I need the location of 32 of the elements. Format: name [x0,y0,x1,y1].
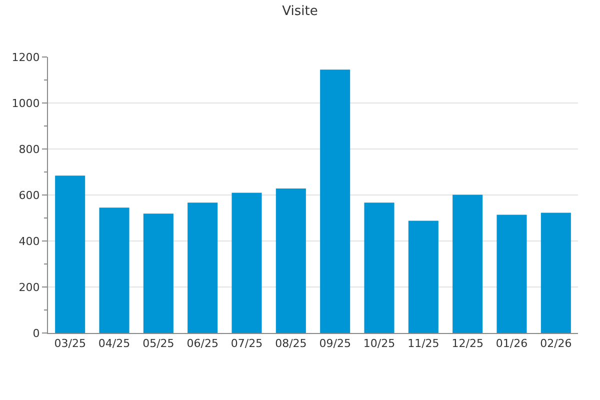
bar [320,70,350,333]
chart-title: Visite [282,4,318,20]
y-tick-label: 600 [18,188,40,202]
bar [496,214,527,333]
y-tick-label: 1200 [12,50,40,64]
x-tick-label: 02/26 [540,337,572,350]
bar [232,192,262,333]
bar [408,220,438,333]
x-tick-label: 05/25 [142,337,174,350]
x-tick-label: 04/25 [98,337,130,350]
x-tick-label: 07/25 [230,337,263,350]
bar [99,208,130,333]
x-tick-label: 11/25 [408,337,440,350]
x-tick-label: 01/26 [496,337,528,350]
y-tick-label: 400 [18,234,40,248]
bar [364,202,394,333]
bar [55,176,86,333]
x-tick-label: 12/25 [452,337,484,350]
bar [276,188,306,333]
x-tick-label: 09/25 [319,337,351,350]
y-tick-label: 800 [18,142,40,156]
bar [452,194,483,333]
x-tick-label: 10/25 [363,337,396,350]
bar [143,214,174,333]
x-tick-label: 08/25 [275,337,307,350]
x-tick-label: 06/25 [186,337,218,350]
y-tick-label: 200 [18,280,40,294]
y-tick-label: 1000 [12,96,40,110]
y-tick-label: 0 [32,326,40,340]
x-tick-label: 03/25 [54,337,86,350]
bar [188,202,218,333]
bar [540,212,571,333]
